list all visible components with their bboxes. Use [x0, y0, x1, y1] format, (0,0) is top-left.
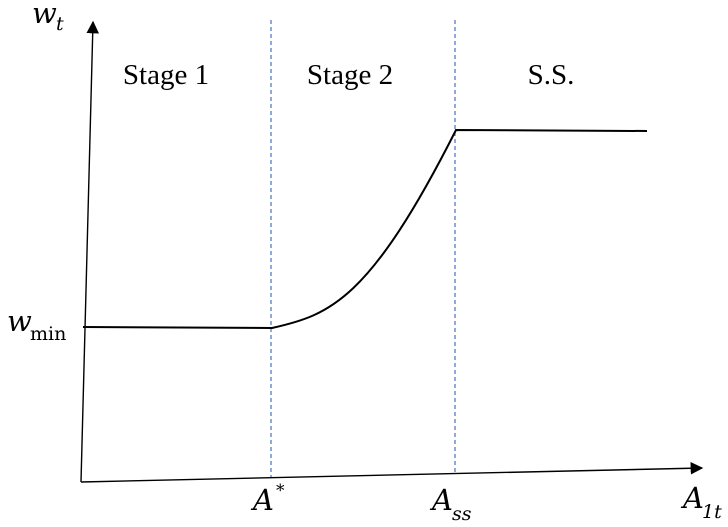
steady-state-label: S.S. — [528, 59, 575, 91]
svg-text:1t: 1t — [702, 501, 722, 523]
stage-1-label: Stage 1 — [123, 59, 209, 91]
svg-text:t: t — [56, 13, 64, 35]
svg-text:w: w — [7, 304, 32, 338]
svg-text:*: * — [276, 481, 285, 501]
svg-text:A: A — [429, 483, 453, 517]
svg-text:A: A — [680, 481, 704, 515]
svg-text:A: A — [250, 483, 274, 517]
y-axis — [80, 20, 100, 483]
wage-path — [82, 128, 648, 330]
a-star-label: A * — [250, 481, 285, 517]
x-axis-label: A 1t — [680, 481, 722, 523]
y-axis-label: w t — [32, 0, 64, 35]
svg-text:w: w — [32, 0, 57, 30]
x-axis — [80, 461, 704, 483]
a-ss-label: A ss — [429, 483, 472, 525]
stage-2-label: Stage 2 — [307, 59, 393, 91]
svg-text:min: min — [30, 323, 66, 345]
svg-text:ss: ss — [452, 503, 472, 525]
w-min-label: w min — [7, 304, 66, 345]
